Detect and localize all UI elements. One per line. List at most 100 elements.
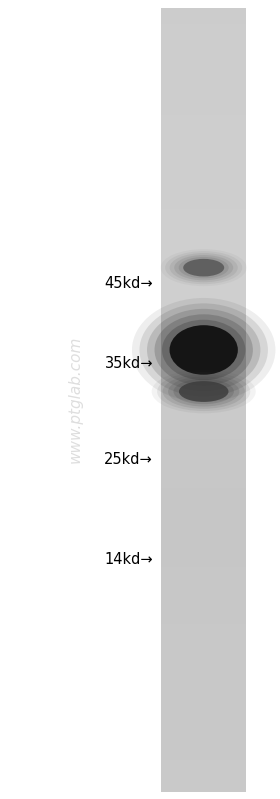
Bar — [161, 692, 246, 695]
Bar — [161, 39, 246, 42]
Bar — [161, 290, 246, 293]
Bar — [161, 204, 246, 207]
Bar — [161, 736, 246, 739]
Bar — [161, 739, 246, 742]
Bar — [161, 658, 246, 661]
Bar — [161, 97, 246, 100]
Bar — [161, 29, 246, 32]
Bar — [161, 55, 246, 58]
Bar — [161, 459, 246, 463]
Bar — [161, 368, 246, 372]
Bar — [161, 276, 246, 280]
Bar — [161, 535, 246, 539]
Bar — [161, 165, 246, 168]
Bar — [161, 78, 246, 81]
Bar — [161, 53, 246, 55]
Bar — [161, 721, 246, 724]
Bar — [161, 778, 246, 781]
Bar — [161, 593, 246, 596]
Bar — [161, 352, 246, 356]
Bar — [161, 428, 246, 431]
Bar — [161, 679, 246, 682]
Bar — [161, 616, 246, 619]
Bar — [161, 159, 246, 162]
Bar — [161, 517, 246, 520]
Bar — [161, 451, 246, 455]
Bar — [161, 400, 246, 403]
Bar — [161, 272, 246, 275]
Bar — [161, 462, 246, 465]
Bar — [161, 282, 246, 285]
Ellipse shape — [161, 249, 247, 286]
Bar — [161, 264, 246, 267]
Bar — [161, 144, 246, 147]
Bar — [161, 407, 246, 411]
Ellipse shape — [163, 374, 245, 409]
Bar — [161, 483, 246, 486]
Bar — [161, 754, 246, 757]
Bar — [161, 371, 246, 374]
Bar — [161, 626, 246, 630]
Bar — [161, 308, 246, 312]
Bar — [161, 316, 246, 319]
Bar — [161, 138, 246, 141]
Bar — [161, 642, 246, 646]
Bar — [161, 467, 246, 471]
Bar — [161, 449, 246, 452]
Bar — [161, 212, 246, 215]
Bar — [161, 501, 246, 504]
Bar — [161, 637, 246, 640]
Bar — [161, 457, 246, 460]
Bar — [161, 603, 246, 606]
Bar — [161, 175, 246, 178]
Bar — [161, 731, 246, 734]
Bar — [161, 507, 246, 510]
Bar — [161, 760, 246, 763]
Text: 35kd→: 35kd→ — [104, 356, 153, 371]
Bar — [161, 24, 246, 26]
Bar — [161, 645, 246, 648]
Bar — [161, 81, 246, 84]
Bar — [161, 519, 246, 523]
Bar — [161, 733, 246, 737]
Bar — [161, 423, 246, 426]
Bar — [161, 415, 246, 418]
Bar — [161, 702, 246, 706]
Bar — [161, 595, 246, 598]
Bar — [161, 10, 246, 14]
Bar — [161, 562, 246, 564]
Bar — [161, 789, 246, 792]
Bar — [161, 559, 246, 562]
Bar — [161, 128, 246, 131]
Bar — [161, 682, 246, 685]
Bar — [161, 579, 246, 582]
Bar — [161, 494, 246, 496]
Bar — [161, 198, 246, 201]
Bar — [161, 569, 246, 572]
Bar — [161, 527, 246, 531]
Bar — [161, 225, 246, 228]
Bar — [161, 548, 246, 551]
Bar — [161, 486, 246, 489]
Bar — [161, 16, 246, 19]
Bar — [161, 350, 246, 353]
Bar — [161, 321, 246, 324]
Bar — [161, 284, 246, 288]
Bar — [161, 63, 246, 66]
Bar — [161, 572, 246, 574]
Bar — [161, 162, 246, 165]
Bar — [161, 235, 246, 238]
Bar — [161, 68, 246, 71]
Bar — [161, 729, 246, 731]
Bar — [161, 379, 246, 382]
Bar — [161, 266, 246, 269]
Bar — [161, 478, 246, 481]
Bar — [161, 511, 246, 515]
Bar — [161, 37, 246, 40]
Bar — [161, 26, 246, 30]
Bar — [161, 269, 246, 272]
Bar — [161, 671, 246, 674]
Bar — [161, 311, 246, 314]
Bar — [161, 697, 246, 700]
Bar — [161, 676, 246, 679]
